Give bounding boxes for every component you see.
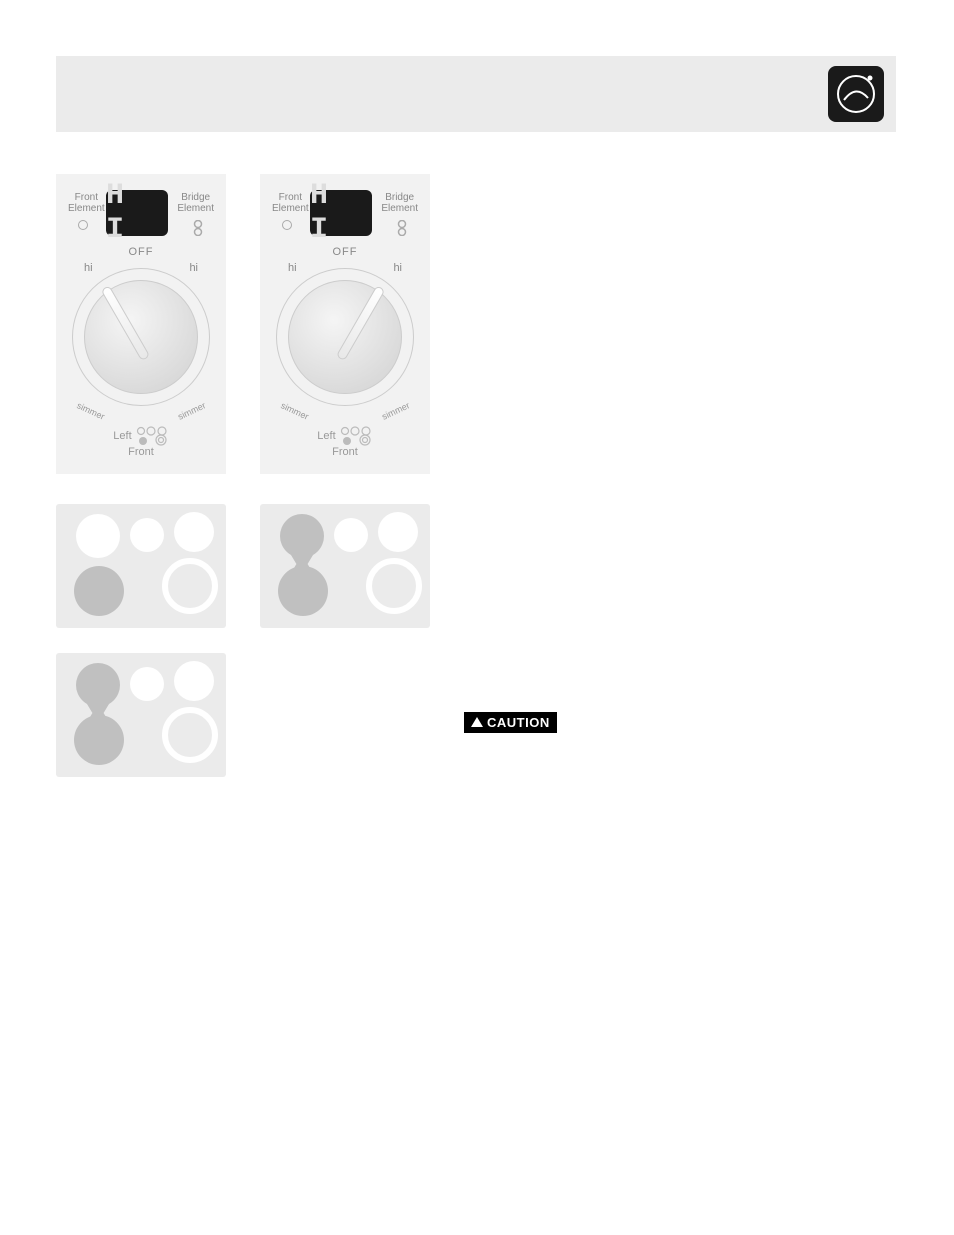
knob2-off-label: OFF <box>260 246 430 258</box>
header-logo-icon <box>828 66 884 122</box>
knob2-bridge-indicator-icon <box>396 220 408 236</box>
knob2-front-element-label: Front Element <box>272 192 309 214</box>
cooktop-diagram-front-only <box>56 504 226 628</box>
text: Front <box>75 192 98 203</box>
caution-label: CAUTION <box>487 715 550 730</box>
page-header-band <box>56 56 896 132</box>
caution-badge: CAUTION <box>464 712 557 733</box>
text: Element <box>177 203 214 214</box>
knob2-dial[interactable] <box>276 268 414 406</box>
cooktop-diagram-bridge <box>260 504 430 628</box>
text: Element <box>68 203 105 214</box>
knob-panel-2: Front Element Bridge Element H I OFF hi … <box>260 174 430 474</box>
knob1-front-element-label: Front Element <box>68 192 105 214</box>
knob1-position-label: Left Front <box>56 426 226 458</box>
knob1-dial[interactable] <box>72 268 210 406</box>
knob1-front-indicator-icon <box>78 220 88 230</box>
knob2-position-label: Left Front <box>260 426 430 458</box>
knob2-display: H I <box>310 190 372 236</box>
knob1-display: H I <box>106 190 168 236</box>
caution-badge-container: CAUTION <box>464 712 557 733</box>
text: Element <box>272 203 309 214</box>
cooktop-mini-icon <box>339 426 373 446</box>
text: Bridge <box>385 192 414 203</box>
cooktop-mini-icon <box>135 426 169 446</box>
text: Front <box>128 446 154 458</box>
knob2-bridge-element-label: Bridge Element <box>381 192 418 214</box>
text: Left <box>113 430 131 442</box>
text: Front <box>279 192 302 203</box>
knob-panel-1: Front Element Bridge Element H I OFF hi … <box>56 174 226 474</box>
cooktop-diagram-all <box>56 653 226 777</box>
text: Element <box>381 203 418 214</box>
knob1-bridge-indicator-icon <box>192 220 204 236</box>
text: Bridge <box>181 192 210 203</box>
warning-triangle-icon <box>471 717 483 727</box>
knob1-off-label: OFF <box>56 246 226 258</box>
knob1-bridge-element-label: Bridge Element <box>177 192 214 214</box>
text: Front <box>332 446 358 458</box>
knob2-front-indicator-icon <box>282 220 292 230</box>
text: Left <box>317 430 335 442</box>
